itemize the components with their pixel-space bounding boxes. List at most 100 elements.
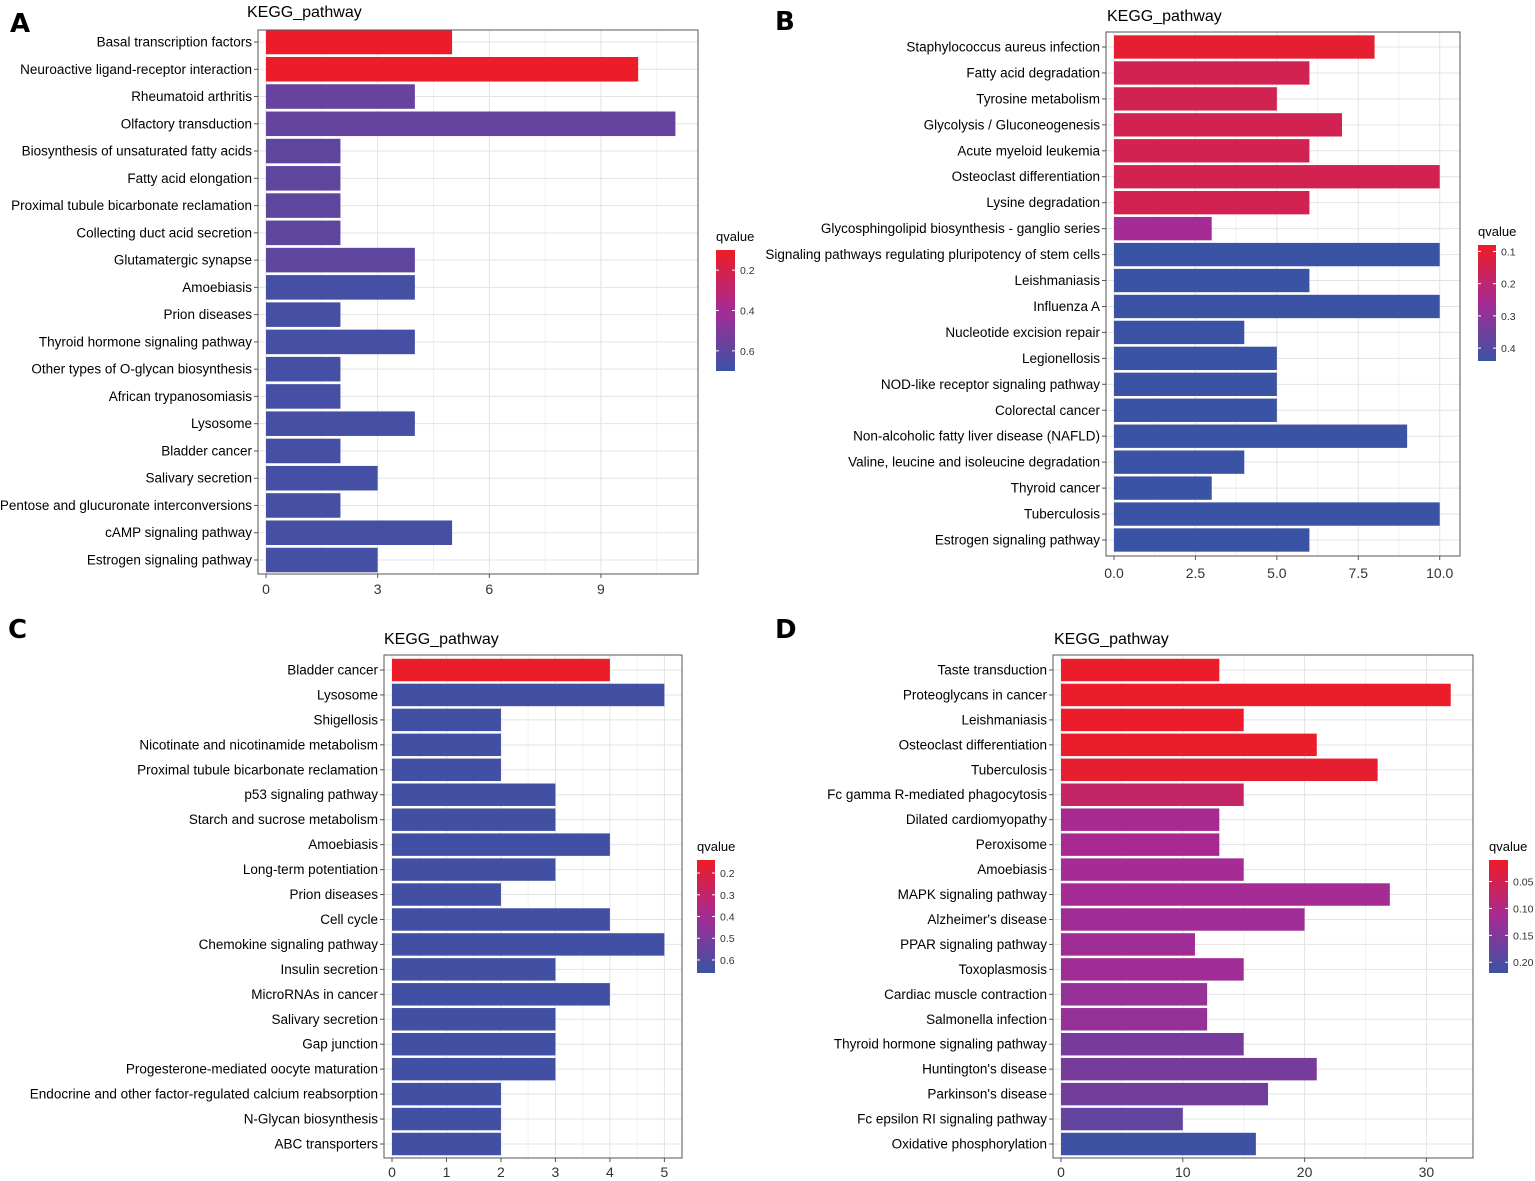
panel-a-bar [266,520,453,546]
panel-a-bar [266,220,341,246]
panel-d-category-label: Taste transduction [937,663,1047,678]
panel-c-legend-tick-label: 0.4 [720,912,735,924]
panel-a-bar [266,302,341,327]
panel-a-x-tick-label: 3 [374,581,382,597]
panel-c-category-label: Proximal tubule bicarbonate reclamation [137,762,378,777]
panel-b-category-label: Thyroid cancer [1011,481,1101,496]
panel-b-legend-tick-label: 0.4 [1501,343,1516,355]
panel-c-bar [392,758,501,782]
panel-c-category-label: Lysosome [317,687,378,702]
panel-b-bar [1114,346,1277,371]
panel-a-bar [266,411,415,436]
panel-a-category-label: Thyroid hormone signaling pathway [39,334,252,349]
panel-c-title: KEGG_pathway [384,631,499,648]
panel-b-bar [1114,320,1245,345]
panel-c-x-tick-label: 3 [552,1164,560,1180]
panel-a-category-label: Collecting duct acid secretion [76,225,252,240]
panel-d-category-label: Alzheimer's disease [927,912,1047,927]
panel-b-bar [1114,294,1440,319]
panel-d-bar [1061,1057,1317,1081]
panel-a-bar [266,56,639,82]
panel-b-category-label: Acute myeloid leukemia [957,143,1100,158]
panel-c-category-label: Starch and sucrose metabolism [189,812,378,827]
panel-b-legend-tick-label: 0.1 [1501,246,1516,258]
panel-a-category-label: Biosynthesis of unsaturated fatty acids [22,144,253,159]
panel-b-category-label: Valine, leucine and isoleucine degradati… [848,455,1100,470]
panel-b-bar [1114,165,1440,189]
panel-a: A KEGG_pathway Basal transcription factors… [0,4,755,597]
panel-b-frame [1105,31,1461,557]
panel-c-category-label: Nicotinate and nicotinamide metabolism [139,737,378,752]
panel-c-bar [392,1082,501,1106]
panel-d-legend-title: qvalue [1489,839,1527,854]
panel-b-category-label: Signaling pathways regulating pluripoten… [765,247,1100,262]
panel-d-bar [1061,908,1305,931]
panel-d-x-tick-label: 10 [1175,1164,1191,1180]
panel-c-frame [383,654,683,1159]
panel-c-bar [392,1132,501,1156]
panel-a-frame [257,29,699,575]
panel-c-x-tick-label: 5 [660,1164,668,1180]
panel-d-category-label: Thyroid hormone signaling pathway [834,1037,1047,1052]
panel-d-legend-tick-label: 0.20 [1513,957,1534,969]
panel-b-category-label: Non-alcoholic fatty liver disease (NAFLD… [853,429,1100,444]
panel-b-legend-colorbar [1478,245,1496,361]
panel-d-bar [1061,1082,1269,1106]
panel-b-bar [1114,216,1212,241]
panel-b-category-label: Glycolysis / Gluconeogenesis [924,117,1101,132]
panel-b-bar [1114,268,1310,293]
panel-a-category-label: Olfactory transduction [121,116,252,131]
panel-d-letter: D [775,615,797,645]
panel-a-category-label: Glutamatergic synapse [114,253,252,268]
panel-a-bar [266,111,676,137]
panel-d-category-label: Tuberculosis [971,762,1047,777]
panel-c-bar [392,833,610,856]
panel-b-category-label: Colorectal cancer [995,403,1101,418]
panel-b-x-tick-label: 10.0 [1426,565,1453,581]
panel-a-legend-title: qvalue [716,229,754,244]
panel-c-category-label: Salivary secretion [271,1012,378,1027]
panel-a-bar [266,193,341,218]
panel-a-bar [266,138,341,164]
panel-d-bar [1061,1008,1208,1031]
panel-b-legend-title: qvalue [1478,224,1516,239]
panel-c-bar [392,858,556,881]
panel-a-category-label: African trypanosomiasis [109,389,253,404]
panel-a-bar [266,465,378,491]
panel-a-legend-colorbar [716,250,735,371]
panel-b-x-tick-label: 5.0 [1267,565,1287,581]
panel-a-bar [266,547,378,573]
panel-c-letter: C [8,615,27,645]
panel-c-bar [392,1032,556,1056]
panel-d-category-label: MAPK signaling pathway [898,887,1048,902]
panel-b-x-tick-label: 7.5 [1349,565,1369,581]
panel-c-category-label: Bladder cancer [287,663,378,678]
panel-b-category-label: Leishmaniasis [1014,273,1100,288]
panel-a-category-label: Estrogen signaling pathway [87,553,252,568]
panel-a-bar [266,84,415,109]
panel-a-bar [266,356,341,382]
panel-d-legend-tick-label: 0.05 [1513,877,1534,889]
panel-b-category-label: Tuberculosis [1024,507,1100,522]
panel-b-bar [1114,398,1277,422]
panel-c-category-label: Progesterone-mediated oocyte maturation [126,1062,378,1077]
panel-d-bar [1061,1107,1183,1131]
panel-a-title: KEGG_pathway [247,4,362,21]
panel-d-frame [1052,654,1474,1159]
panel-d-bar [1061,883,1390,906]
panel-b-category-label: Tyrosine metabolism [976,91,1100,106]
panel-c-category-label: Long-term potentiation [243,862,378,877]
panel-b-bar [1114,372,1277,396]
panel-b-category-label: Nucleotide excision repair [945,325,1100,340]
panel-d-category-label: Fc gamma R-mediated phagocytosis [827,787,1047,802]
panel-d-category-label: Parkinson's disease [927,1087,1047,1102]
panel-c-legend-title: qvalue [697,839,735,854]
panel-b-bar [1114,87,1277,111]
panel-d-bar [1061,758,1378,782]
panel-c-bar [392,958,556,981]
panel-c-category-label: MicroRNAs in cancer [251,987,378,1002]
panel-b-bar [1114,528,1310,552]
panel-c-category-label: Endocrine and other factor-regulated cal… [30,1087,378,1102]
panel-c-x-tick-label: 2 [497,1164,505,1180]
